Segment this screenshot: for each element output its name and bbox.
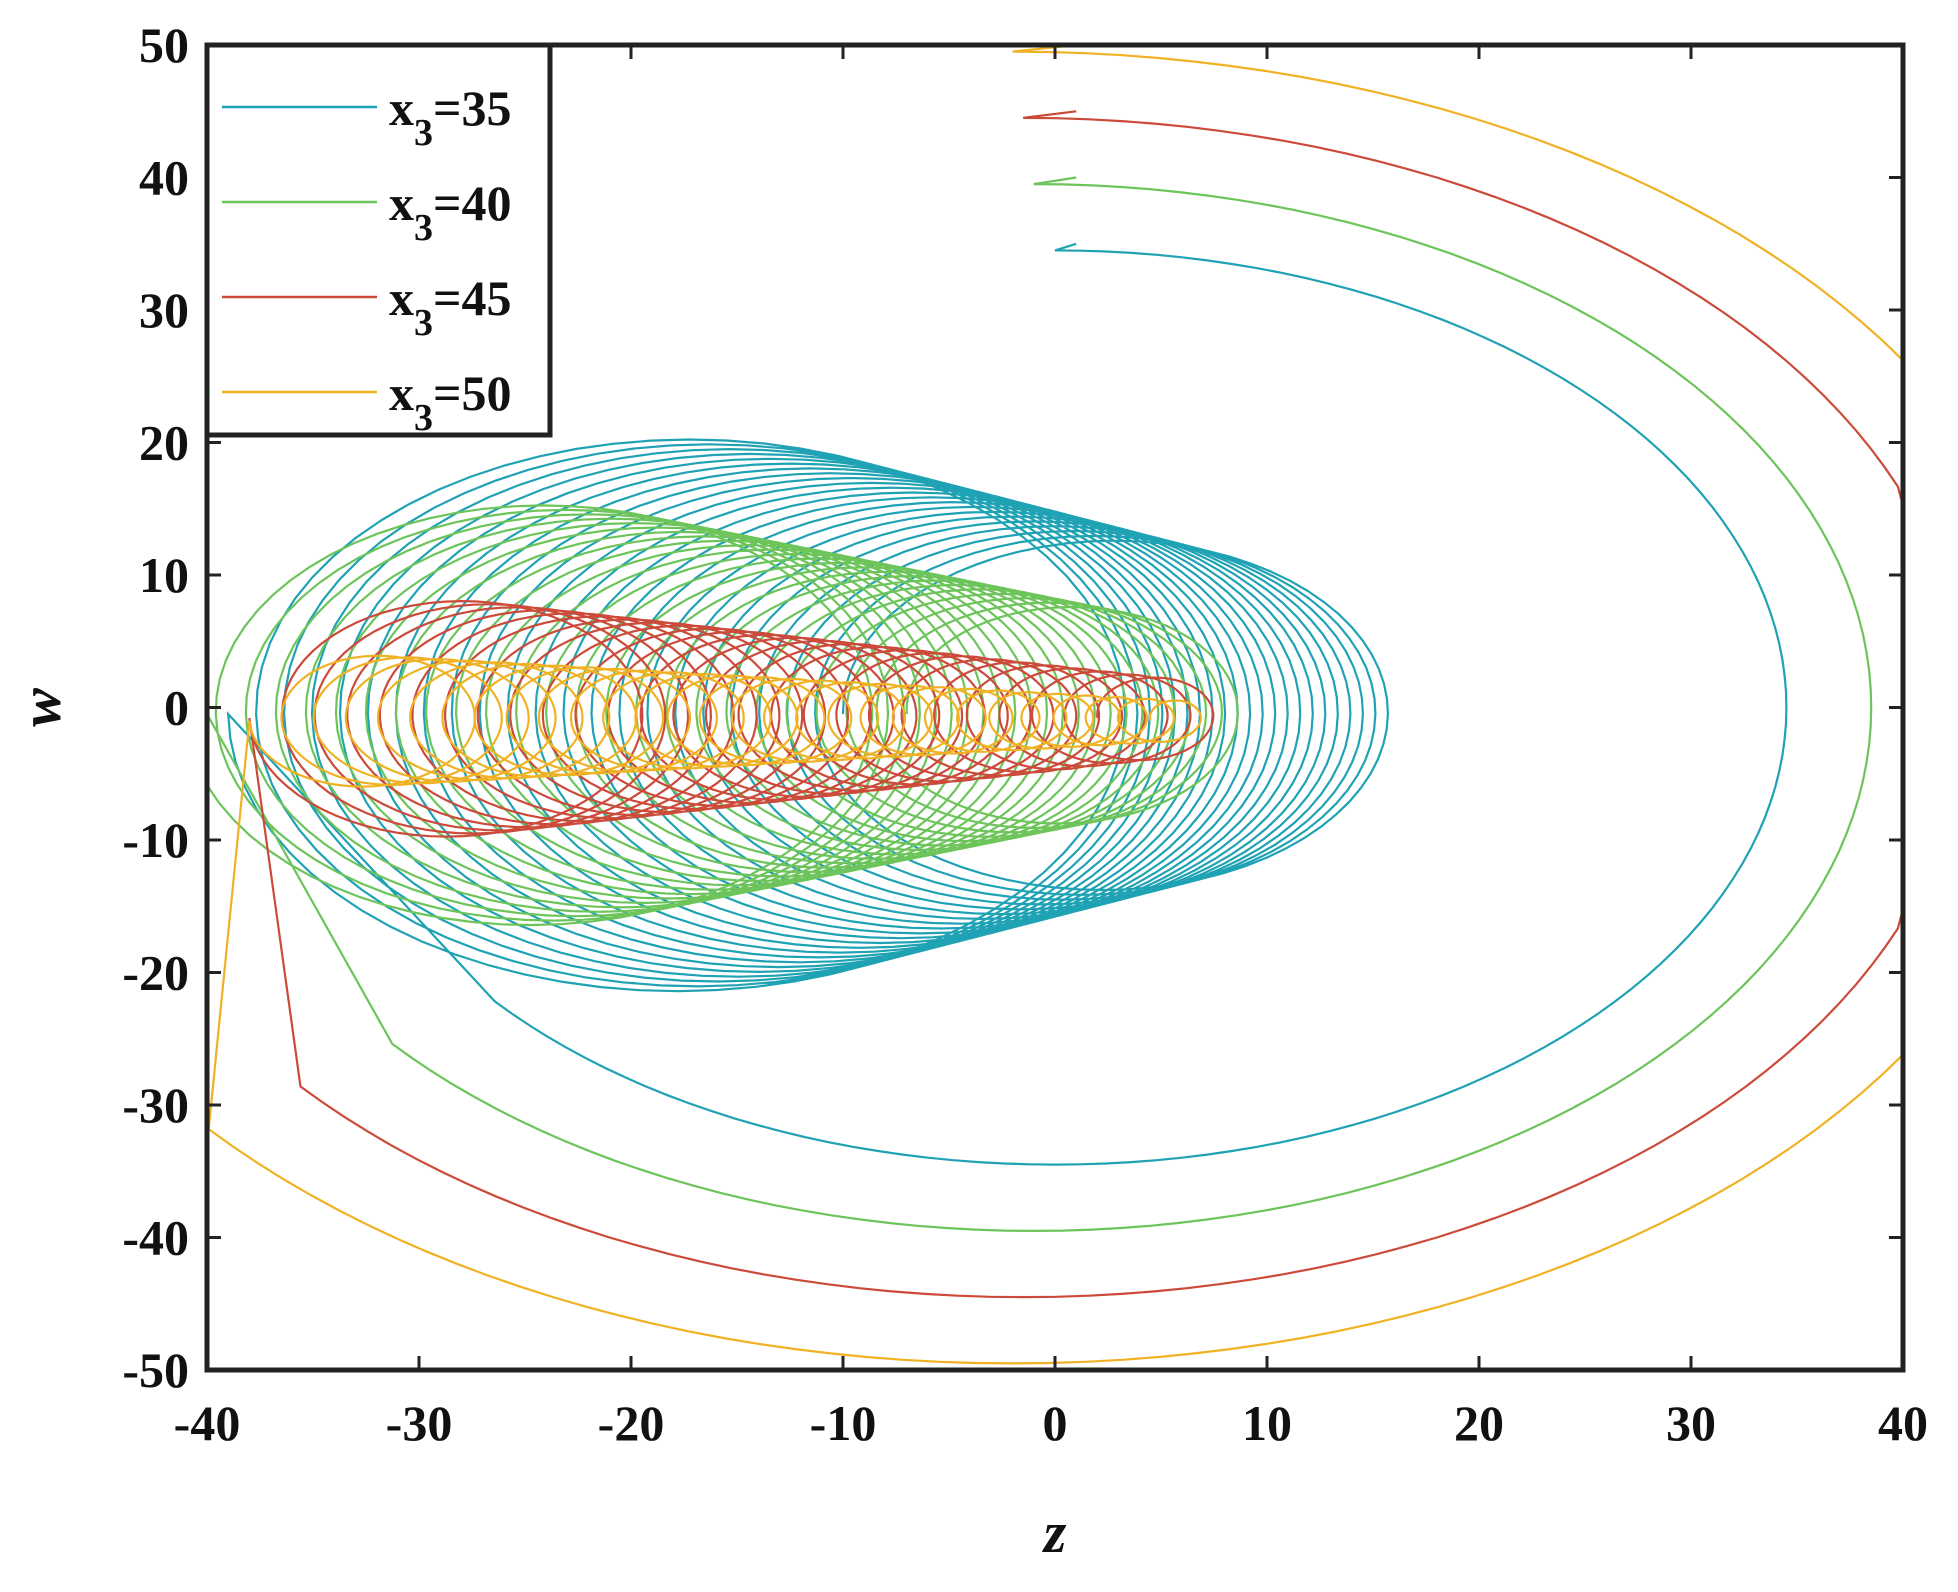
x-tick-label: -10 [810,1395,877,1451]
y-tick-label: -20 [122,945,189,1001]
x-axis-label: z [1042,1500,1067,1565]
legend-label-subscript: 3 [414,397,433,439]
y-tick-label: -10 [122,812,189,868]
y-tick-label: 20 [139,415,189,471]
y-axis-label: w [8,688,73,727]
x-tick-label: -30 [386,1395,453,1451]
legend-label-main: x [389,175,414,231]
legend-label-value: =45 [433,270,512,326]
y-tick-label: -40 [122,1210,189,1266]
legend-label-value: =35 [433,80,512,136]
x-tick-label: 0 [1043,1395,1068,1451]
y-tick-label: 50 [139,17,189,73]
y-tick-label: -30 [122,1077,189,1133]
x-tick-label: -40 [174,1395,241,1451]
x-tick-label: 40 [1878,1395,1928,1451]
y-tick-label: 30 [139,282,189,338]
legend-label-main: x [389,365,414,421]
legend-label-value: =50 [433,365,512,421]
y-tick-label: 0 [164,680,189,736]
y-tick-label: 40 [139,150,189,206]
x-tick-label: 30 [1666,1395,1716,1451]
legend-label-subscript: 3 [414,207,433,249]
legend-label-subscript: 3 [414,302,433,344]
x-tick-label: 10 [1242,1395,1292,1451]
legend-label-main: x [389,80,414,136]
legend-label-main: x [389,270,414,326]
y-tick-label: -50 [122,1342,189,1398]
x-tick-label: 20 [1454,1395,1504,1451]
legend-label-value: =40 [433,175,512,231]
x-tick-label: -20 [598,1395,665,1451]
legend-label-subscript: 3 [414,112,433,154]
y-tick-label: 10 [139,547,189,603]
